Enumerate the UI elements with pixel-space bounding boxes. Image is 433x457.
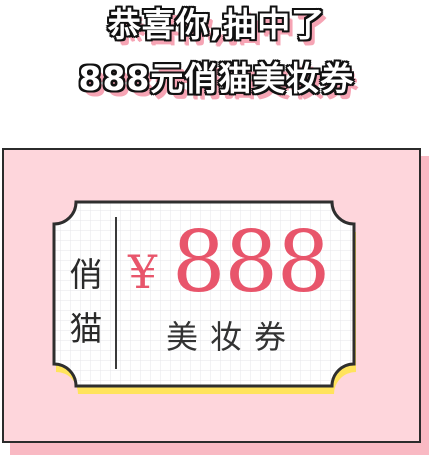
brand-char-1: 俏: [69, 255, 103, 294]
headline-line-1: 恭喜你,抽中了: [107, 5, 326, 44]
coupon-label: 美妆券: [165, 318, 298, 356]
brand-char-2: 猫: [69, 309, 103, 348]
currency-symbol: ¥: [128, 245, 158, 299]
headline-line-2: 888元俏猫美妆券: [78, 59, 355, 98]
ticket-divider: [115, 217, 117, 369]
coupon-amount: 888: [172, 213, 330, 311]
